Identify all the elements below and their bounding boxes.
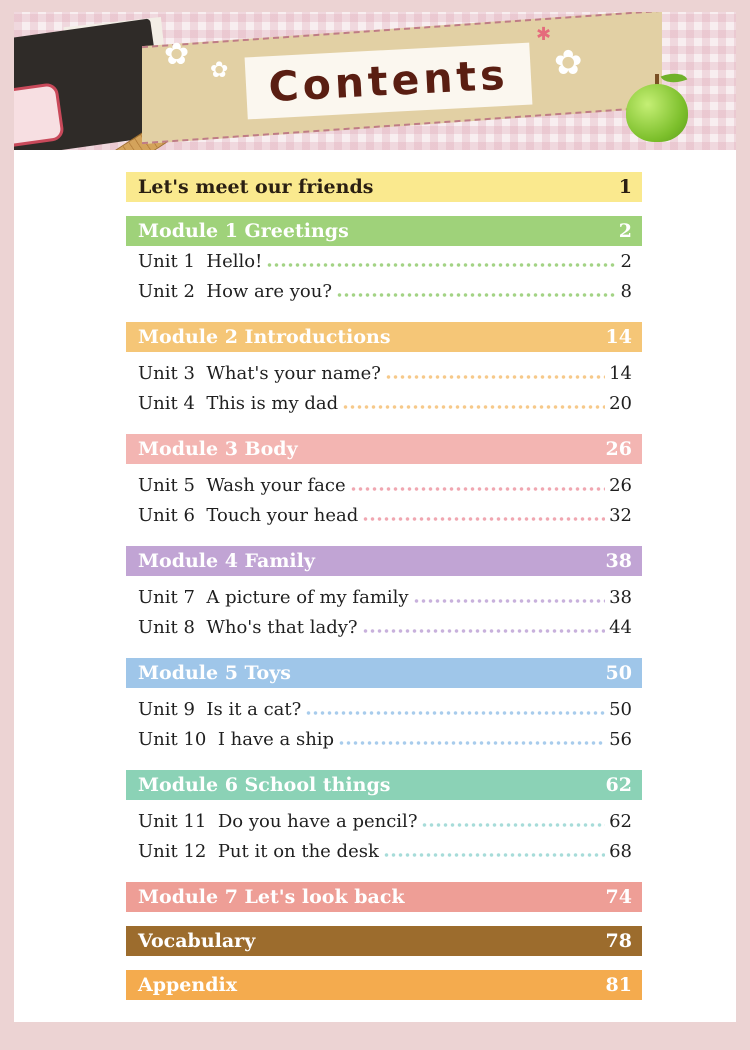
module-label: Module 7 Let's look back [138, 886, 405, 908]
flower-icon: ✿ [554, 43, 583, 83]
unit-row-12[interactable]: Unit 12 Put it on the desk 68 [126, 836, 642, 866]
module-header-6[interactable]: Module 6 School things 62 [126, 770, 642, 800]
unit-page: 56 [609, 728, 632, 750]
module-header-1[interactable]: Module 1 Greetings 2 [126, 216, 642, 246]
notebook-label [14, 81, 65, 150]
unit-row-5[interactable]: Unit 5 Wash your face 26 [126, 470, 642, 500]
module-label: Module 5 Toys [138, 662, 291, 684]
unit-label: Unit 3 What's your name? [138, 362, 381, 384]
unit-label: Unit 7 A picture of my family [138, 586, 409, 608]
module-label: Module 1 Greetings [138, 220, 349, 242]
unit-page: 26 [609, 474, 632, 496]
unit-label: Unit 4 This is my dad [138, 392, 339, 414]
unit-row-1[interactable]: Unit 1 Hello! 2 [126, 246, 642, 276]
unit-page: 62 [609, 810, 632, 832]
module-page: 74 [605, 886, 632, 908]
dot-leader [338, 741, 606, 745]
module-header-7[interactable]: Module 7 Let's look back 74 [126, 882, 642, 912]
module-header-3[interactable]: Module 3 Body 26 [126, 434, 642, 464]
toc-entry-appendix[interactable]: Appendix 81 [126, 970, 642, 1000]
table-of-contents: Let's meet our friends 1 Module 1 Greeti… [126, 172, 642, 1000]
dot-leader [266, 263, 617, 267]
unit-label: Unit 8 Who's that lady? [138, 616, 358, 638]
unit-page: 44 [609, 616, 632, 638]
entry-page: 78 [605, 930, 632, 952]
flower-icon: ✿ [210, 58, 229, 83]
dot-leader [361, 629, 606, 633]
module-label: Module 6 School things [138, 774, 391, 796]
unit-page: 50 [609, 698, 632, 720]
flower-icon: ✿ [164, 37, 190, 72]
module-header-5[interactable]: Module 5 Toys 50 [126, 658, 642, 688]
unit-row-6[interactable]: Unit 6 Touch your head 32 [126, 500, 642, 530]
dot-leader [382, 853, 606, 857]
module-label: Module 3 Body [138, 438, 298, 460]
unit-label: Unit 11 Do you have a pencil? [138, 810, 418, 832]
asterisk-icon: ✱ [536, 24, 552, 45]
module-page: 38 [605, 550, 632, 572]
unit-label: Unit 1 Hello! [138, 250, 263, 272]
dot-leader [421, 823, 606, 827]
unit-row-9[interactable]: Unit 9 Is it a cat? 50 [126, 694, 642, 724]
unit-page: 68 [609, 840, 632, 862]
header-illustration: ✿ ✿ ✿ ✱ Contents [14, 12, 736, 150]
unit-label: Unit 12 Put it on the desk [138, 840, 379, 862]
toc-entry-intro[interactable]: Let's meet our friends 1 [126, 172, 642, 202]
entry-label: Vocabulary [138, 930, 256, 952]
module-page: 26 [605, 438, 632, 460]
entry-page: 1 [618, 176, 632, 198]
module-label: Module 2 Introductions [138, 326, 391, 348]
module-page: 62 [605, 774, 632, 796]
dot-leader [349, 487, 606, 491]
module-header-4[interactable]: Module 4 Family 38 [126, 546, 642, 576]
unit-row-8[interactable]: Unit 8 Who's that lady? 44 [126, 612, 642, 642]
module-page: 14 [605, 326, 632, 348]
unit-page: 2 [620, 250, 632, 272]
unit-label: Unit 10 I have a ship [138, 728, 335, 750]
dot-leader [305, 711, 606, 715]
unit-label: Unit 6 Touch your head [138, 504, 359, 526]
unit-label: Unit 9 Is it a cat? [138, 698, 302, 720]
module-page: 50 [605, 662, 632, 684]
unit-label: Unit 5 Wash your face [138, 474, 346, 496]
dot-leader [412, 599, 606, 603]
entry-label: Let's meet our friends [138, 176, 374, 198]
module-header-2[interactable]: Module 2 Introductions 14 [126, 322, 642, 352]
apple-stem [655, 74, 659, 88]
unit-page: 20 [609, 392, 632, 414]
unit-row-4[interactable]: Unit 4 This is my dad 20 [126, 388, 642, 418]
entry-page: 81 [605, 974, 632, 996]
dot-leader [362, 517, 606, 521]
entry-label: Appendix [138, 974, 238, 996]
unit-row-3[interactable]: Unit 3 What's your name? 14 [126, 358, 642, 388]
unit-page: 14 [609, 362, 632, 384]
apple-icon [626, 84, 688, 142]
dot-leader [336, 293, 617, 297]
unit-page: 32 [609, 504, 632, 526]
dot-leader [384, 375, 606, 379]
unit-page: 38 [609, 586, 632, 608]
unit-row-11[interactable]: Unit 11 Do you have a pencil? 62 [126, 806, 642, 836]
unit-label: Unit 2 How are you? [138, 280, 332, 302]
toc-entry-vocabulary[interactable]: Vocabulary 78 [126, 926, 642, 956]
module-label: Module 4 Family [138, 550, 315, 572]
unit-row-10[interactable]: Unit 10 I have a ship 56 [126, 724, 642, 754]
unit-page: 8 [620, 280, 632, 302]
unit-row-7[interactable]: Unit 7 A picture of my family 38 [126, 582, 642, 612]
unit-row-2[interactable]: Unit 2 How are you? 8 [126, 276, 642, 306]
dot-leader [342, 405, 606, 409]
module-page: 2 [618, 220, 632, 242]
